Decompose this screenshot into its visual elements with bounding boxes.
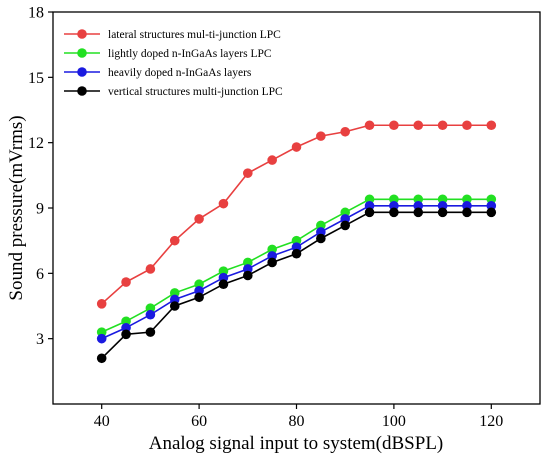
y-tick-label: 12	[28, 135, 44, 152]
x-tick-label: 40	[94, 413, 110, 430]
data-point	[169, 235, 180, 246]
y-axis: 3 6 9 12 15 18	[28, 5, 53, 348]
data-point	[243, 270, 253, 281]
legend-item: lightly doped n-InGaAs layers LPC	[64, 48, 272, 60]
legend-marker	[77, 29, 87, 39]
data-point	[267, 155, 277, 165]
data-point	[462, 120, 472, 131]
data-point	[316, 233, 326, 244]
data-point	[462, 207, 472, 218]
series-layer	[96, 120, 497, 364]
data-point	[145, 327, 156, 337]
series-3	[96, 201, 497, 344]
data-point	[413, 120, 424, 131]
x-tick-label: 60	[191, 413, 207, 430]
data-point	[267, 257, 277, 268]
series-line	[101, 124, 492, 305]
data-point	[291, 248, 302, 259]
y-tick-label: 9	[36, 201, 44, 218]
y-tick-label: 3	[36, 331, 44, 348]
data-point	[413, 207, 424, 218]
data-point	[437, 120, 448, 131]
legend-label: heavily doped n-InGaAs layers	[108, 67, 252, 79]
series-line	[101, 205, 492, 340]
data-point	[364, 207, 375, 218]
y-axis-label: Sound pressure(mVrms)	[6, 115, 27, 300]
data-point	[437, 207, 448, 218]
data-point	[194, 292, 204, 303]
data-point	[316, 131, 326, 141]
data-point	[145, 264, 156, 274]
data-point	[486, 207, 497, 218]
data-point	[340, 220, 351, 231]
data-point	[96, 353, 107, 364]
data-point	[96, 333, 107, 344]
data-point	[340, 126, 351, 137]
data-point	[364, 120, 375, 131]
x-axis: 40 60 80 100 120	[94, 404, 503, 430]
data-point	[389, 120, 399, 131]
data-point	[218, 279, 229, 290]
data-point	[389, 207, 399, 218]
x-axis-label: Analog signal input to system(dBSPL)	[149, 433, 444, 454]
legend-item: lateral structures mul-ti-junction LPC	[64, 29, 281, 41]
data-point	[145, 309, 156, 320]
data-point	[121, 277, 131, 287]
data-point	[194, 214, 204, 224]
legend-item: heavily doped n-InGaAs layers	[64, 67, 252, 79]
series-line	[101, 198, 492, 333]
x-tick-label: 80	[289, 413, 305, 430]
y-tick-label: 18	[28, 5, 44, 22]
x-tick-label: 120	[479, 413, 503, 430]
legend-item: vertical structures multi-junction LPC	[64, 86, 283, 98]
series-4	[96, 207, 497, 364]
data-point	[243, 168, 253, 178]
data-point	[96, 299, 107, 309]
data-point	[121, 329, 131, 340]
legend-label: lightly doped n-InGaAs layers LPC	[108, 48, 272, 60]
data-point	[291, 142, 302, 152]
data-point	[486, 120, 497, 131]
legend-marker	[77, 48, 87, 58]
data-point	[169, 301, 180, 311]
data-point	[218, 198, 229, 209]
legend-marker	[77, 67, 87, 77]
y-tick-label: 15	[28, 70, 44, 87]
legend-marker	[77, 86, 87, 96]
x-tick-label: 100	[382, 413, 406, 430]
series-line	[101, 211, 492, 359]
legend: lateral structures mul-ti-junction LPC li…	[64, 29, 283, 98]
legend-label: vertical structures multi-junction LPC	[108, 86, 283, 98]
legend-label: lateral structures mul-ti-junction LPC	[108, 29, 281, 41]
series-1	[96, 120, 497, 309]
y-tick-label: 6	[36, 266, 44, 283]
series-2	[96, 194, 497, 337]
